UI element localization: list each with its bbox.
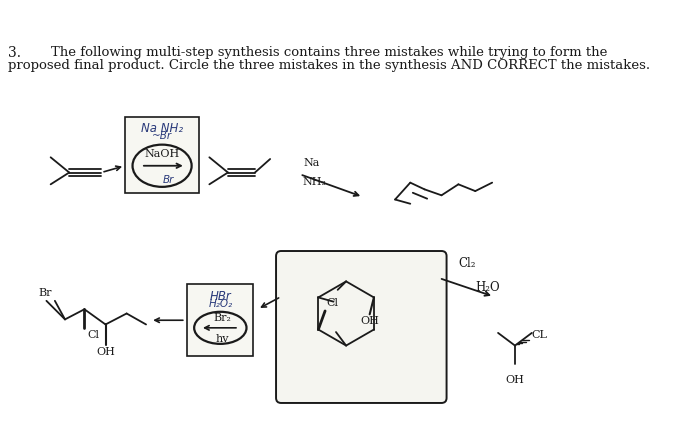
Text: Na NH₂: Na NH₂ — [141, 122, 183, 135]
FancyBboxPatch shape — [125, 117, 200, 193]
FancyBboxPatch shape — [276, 251, 447, 403]
Text: Br: Br — [38, 288, 52, 298]
FancyBboxPatch shape — [188, 284, 253, 356]
Text: ~Br: ~Br — [152, 131, 172, 141]
Text: NaOH: NaOH — [144, 149, 180, 159]
Text: OH: OH — [505, 375, 524, 385]
Text: CL: CL — [532, 331, 547, 340]
Text: NH₃: NH₃ — [302, 177, 326, 187]
Text: Br₂: Br₂ — [213, 313, 231, 323]
Text: OH: OH — [96, 347, 115, 357]
Text: proposed final product. Circle the three mistakes in the synthesis AND CORRECT t: proposed final product. Circle the three… — [8, 59, 650, 72]
Text: Br: Br — [163, 175, 174, 185]
Text: Cl₂: Cl₂ — [458, 257, 475, 270]
Text: 3.: 3. — [8, 46, 22, 60]
Text: hv: hv — [216, 334, 229, 344]
Text: Na: Na — [304, 158, 321, 168]
Text: Cl: Cl — [327, 298, 339, 308]
Text: HBr: HBr — [209, 290, 231, 303]
Text: The following multi-step synthesis contains three mistakes while trying to form : The following multi-step synthesis conta… — [50, 46, 607, 59]
Text: H₂O₂: H₂O₂ — [209, 299, 232, 309]
Text: OH: OH — [360, 316, 379, 326]
Text: Cl: Cl — [87, 330, 99, 340]
Text: H₂O: H₂O — [475, 281, 500, 294]
